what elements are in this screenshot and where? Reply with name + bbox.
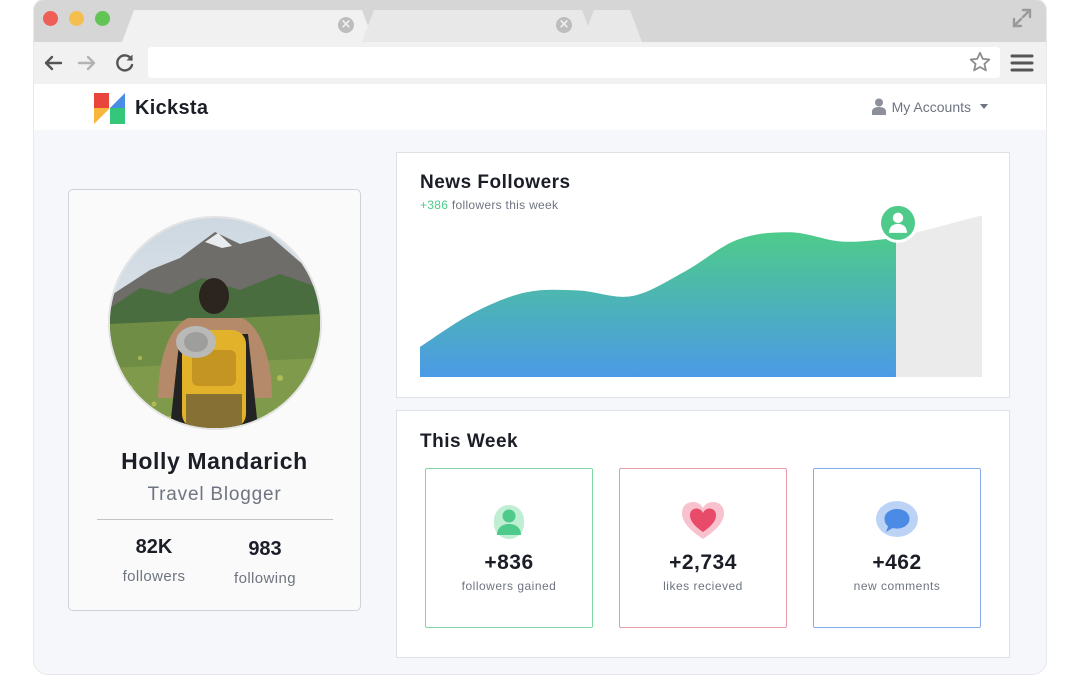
browser-toolbar xyxy=(34,42,1046,84)
card-title: This Week xyxy=(420,431,519,452)
close-icon[interactable]: × xyxy=(556,17,572,33)
followers-delta: +386 xyxy=(420,198,449,212)
tab-active[interactable]: × xyxy=(122,10,374,42)
followers-gained-value: +836 xyxy=(484,551,534,574)
comment-icon xyxy=(876,501,918,537)
fullscreen-icon[interactable] xyxy=(1010,6,1034,30)
following-label: following xyxy=(234,570,296,587)
profile-role: Travel Blogger xyxy=(147,484,282,505)
new-comments-value: +462 xyxy=(872,551,922,574)
following-count: 983 xyxy=(248,538,282,560)
chart-marker-user-icon[interactable] xyxy=(878,202,918,243)
profile-photo xyxy=(110,218,320,428)
news-followers-card: News Followers +386 followers this week xyxy=(396,152,1010,398)
menu-icon[interactable] xyxy=(1010,51,1034,75)
followers-gained-tile[interactable]: +836 followers gained xyxy=(425,468,593,628)
likes-received-value: +2,734 xyxy=(669,551,737,574)
new-tab-button[interactable] xyxy=(582,10,642,42)
likes-received-label: likes recieved xyxy=(663,579,743,593)
chevron-down-icon xyxy=(980,104,988,109)
chart-series-area xyxy=(420,232,896,377)
brand-name: Kicksta xyxy=(135,97,209,119)
reload-icon[interactable] xyxy=(112,50,138,76)
maximize-window-button[interactable] xyxy=(95,11,110,26)
followers-delta-text: +386 followers this week xyxy=(420,198,558,212)
followers-label: followers xyxy=(122,568,186,585)
this-week-card: This Week +836 followers gained +2,734 l… xyxy=(396,410,1010,658)
back-icon[interactable] xyxy=(40,50,66,76)
forward-icon[interactable] xyxy=(74,50,100,76)
profile-name: Holly Mandarich xyxy=(121,448,308,474)
tab-inactive[interactable]: × xyxy=(362,10,594,42)
followers-gained-label: followers gained xyxy=(461,579,557,593)
minimize-window-button[interactable] xyxy=(69,11,84,26)
heart-icon xyxy=(682,502,724,539)
following-stat: 983 following xyxy=(210,538,320,587)
card-title: News Followers xyxy=(420,172,571,193)
tab-strip: × × xyxy=(34,0,1046,42)
close-icon[interactable]: × xyxy=(338,17,354,33)
new-comments-label: new comments xyxy=(853,579,941,593)
my-accounts-menu[interactable]: My Accounts xyxy=(871,98,988,115)
followers-count: 82K xyxy=(135,536,173,558)
kicksta-logo-icon[interactable] xyxy=(92,90,128,126)
app-header: Kicksta My Accounts xyxy=(34,84,1046,130)
followers-area-chart xyxy=(420,202,982,377)
profile-card: Holly Mandarich Travel Blogger 82K follo… xyxy=(68,189,361,611)
divider xyxy=(97,519,333,520)
bookmark-star-icon[interactable] xyxy=(968,50,992,74)
likes-received-tile[interactable]: +2,734 likes recieved xyxy=(619,468,787,628)
followers-stat: 82K followers xyxy=(99,536,209,585)
user-icon xyxy=(494,505,524,539)
chart-projection-area xyxy=(896,215,982,377)
user-icon xyxy=(871,98,886,115)
my-accounts-label: My Accounts xyxy=(891,98,971,115)
new-comments-tile[interactable]: +462 new comments xyxy=(813,468,981,628)
close-window-button[interactable] xyxy=(43,11,58,26)
browser-window: × × xyxy=(34,0,1046,674)
followers-delta-suffix: followers this week xyxy=(451,198,559,212)
address-bar[interactable] xyxy=(148,47,1000,78)
